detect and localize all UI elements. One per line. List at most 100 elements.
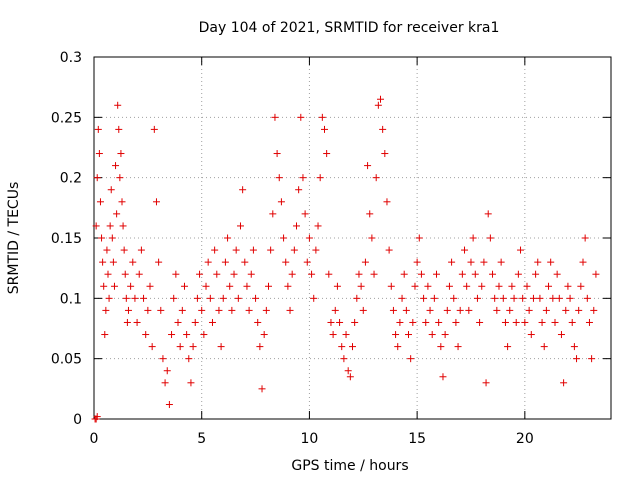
data-point [519,294,527,302]
data-point [121,270,129,278]
data-point [187,379,195,387]
data-point [284,282,292,290]
data-point [148,343,156,351]
data-point [527,331,535,339]
chart-title: Day 104 of 2021, SRMTID for receiver kra… [199,20,500,36]
data-point [514,270,522,278]
data-point [585,318,593,326]
y-tick-label: 0.05 [51,352,82,368]
data-point [239,186,247,194]
data-point [236,222,244,230]
data-point [180,282,188,290]
data-point [146,282,154,290]
data-point [247,270,255,278]
data-point [366,210,374,218]
data-point [467,258,475,266]
data-point [389,306,397,314]
data-point [433,270,441,278]
data-point [456,306,464,314]
data-point [422,318,430,326]
data-point [441,331,449,339]
data-point [510,294,518,302]
data-point [102,306,110,314]
data-point [275,174,283,182]
data-point [99,258,107,266]
data-point [252,294,260,302]
data-point [108,234,116,242]
data-point [262,306,270,314]
data-point [254,318,262,326]
data-point [113,210,121,218]
data-point [409,318,417,326]
data-point [297,113,305,121]
data-point [402,306,410,314]
data-point [131,294,139,302]
data-point [353,294,361,302]
data-point [215,306,223,314]
data-point [282,258,290,266]
data-point [198,306,206,314]
data-point [547,258,555,266]
data-point [581,234,589,242]
data-point [579,258,587,266]
data-point [484,210,492,218]
data-point [370,270,378,278]
data-point [349,343,356,351]
y-tick-label: 0 [73,412,82,428]
data-point [486,234,494,242]
data-point [344,367,352,375]
data-point [310,294,318,302]
data-point [299,174,307,182]
data-point [316,174,324,182]
data-point [133,318,141,326]
data-point [193,294,201,302]
data-point [127,282,135,290]
y-tick-label: 0.3 [60,50,82,66]
data-point [93,413,101,421]
data-point [161,379,169,387]
y-axis-label: SRMTID / TECUs [6,182,22,295]
data-point [482,379,490,387]
data-point [196,270,204,278]
data-point [178,306,186,314]
data-point [508,282,516,290]
data-point [549,294,557,302]
data-point [117,150,125,158]
data-point [312,246,320,254]
data-point [398,294,406,302]
data-point [241,258,249,266]
data-point [323,150,331,158]
data-point [267,246,275,254]
data-point [137,246,145,254]
data-point [249,246,257,254]
data-point [517,246,525,254]
data-point [542,306,550,314]
data-point [219,294,227,302]
data-point [452,318,460,326]
data-point [383,198,391,206]
data-point [152,198,160,206]
data-point [372,174,380,182]
data-point [303,258,311,266]
y-tick-label: 0.25 [51,110,82,126]
data-point [458,270,466,278]
data-point [491,294,499,302]
data-point [340,355,348,363]
data-point [165,401,173,409]
data-point [228,306,236,314]
data-point [551,318,559,326]
data-point [157,306,165,314]
data-point [428,331,436,339]
data-point [506,306,514,314]
data-point [592,270,600,278]
data-point [135,270,143,278]
data-point [288,270,296,278]
data-point [437,343,445,351]
data-point [495,282,503,290]
data-point [163,367,171,375]
data-point [400,270,408,278]
data-point [588,355,596,363]
data-point [264,282,272,290]
data-point [555,294,563,302]
y-tick-label: 0.2 [60,171,82,187]
